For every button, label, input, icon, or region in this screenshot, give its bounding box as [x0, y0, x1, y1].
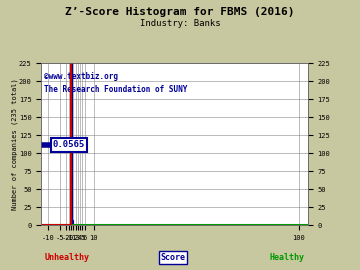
Text: Unhealthy: Unhealthy: [45, 253, 90, 262]
Y-axis label: Number of companies (235 total): Number of companies (235 total): [11, 79, 18, 210]
Bar: [72, 220, 73, 225]
Text: Z’-Score Histogram for FBMS (2016): Z’-Score Histogram for FBMS (2016): [65, 7, 295, 17]
Text: 0.0565: 0.0565: [53, 140, 85, 149]
Text: Score: Score: [160, 253, 185, 262]
Text: ©www.textbiz.org: ©www.textbiz.org: [44, 72, 118, 80]
Bar: [69, 224, 70, 225]
Text: Industry: Banks: Industry: Banks: [140, 19, 220, 28]
Text: The Research Foundation of SUNY: The Research Foundation of SUNY: [44, 85, 188, 93]
Bar: [71, 63, 72, 225]
Text: Healthy: Healthy: [269, 253, 304, 262]
